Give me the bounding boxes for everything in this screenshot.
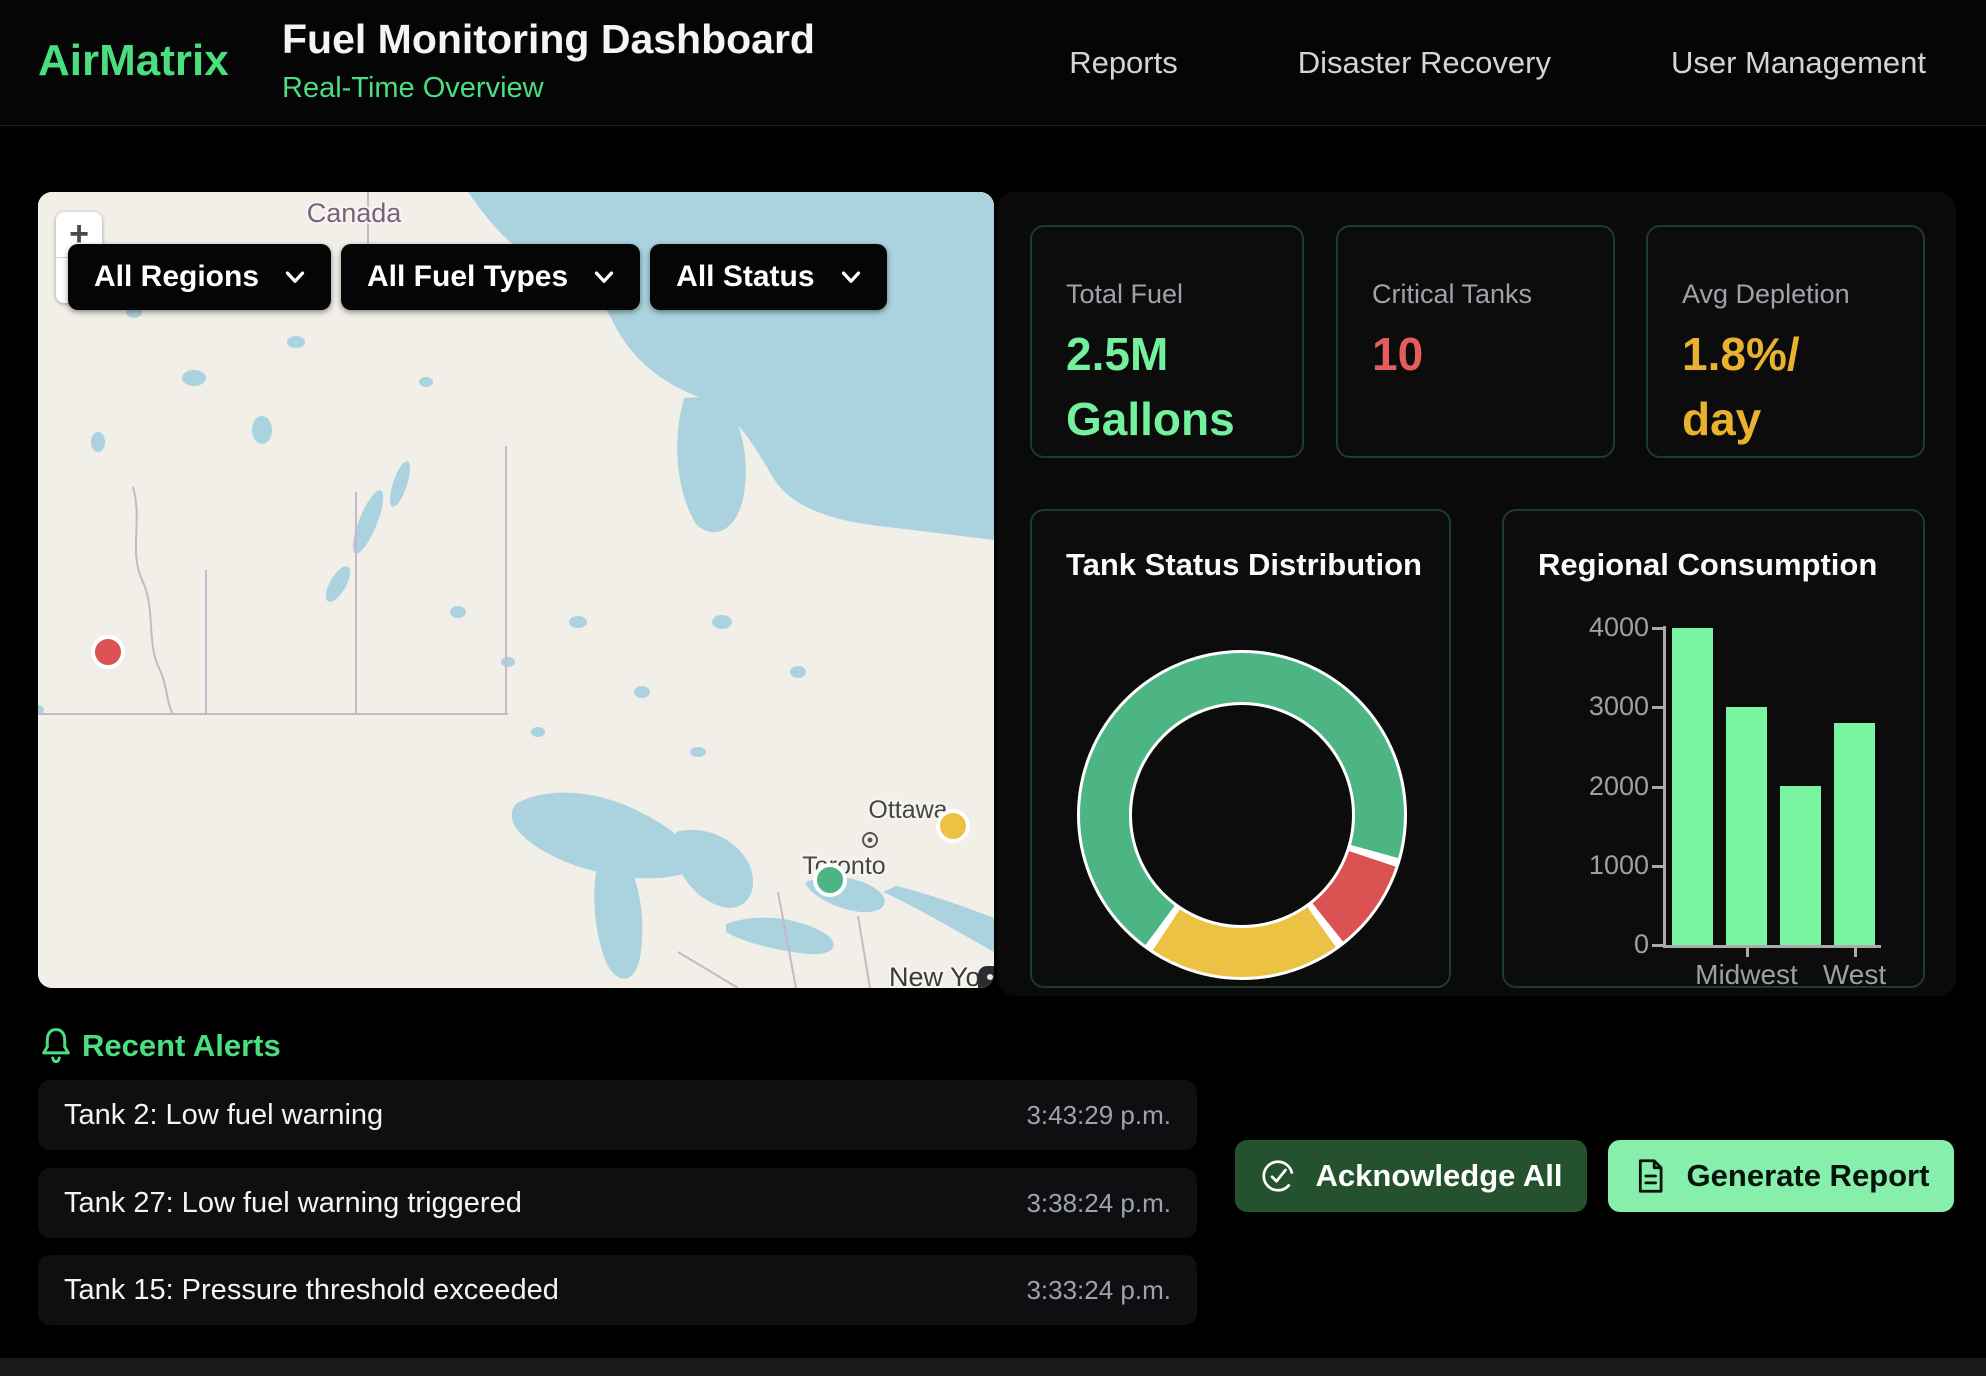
alert-text: Tank 15: Pressure threshold exceeded: [64, 1273, 559, 1306]
chevron-down-icon: [285, 271, 305, 283]
generate-report-label: Generate Report: [1686, 1158, 1930, 1193]
content-bottom-edge: [0, 1336, 1986, 1358]
bar-1: [1672, 628, 1713, 945]
marker-normal[interactable]: [813, 863, 847, 897]
chevron-down-icon: [841, 271, 860, 283]
acknowledge-all-button[interactable]: Acknowledge All: [1235, 1140, 1587, 1212]
nav-reports[interactable]: Reports: [1069, 44, 1178, 80]
marker-warning[interactable]: [936, 809, 970, 843]
ytick-4000: 4000: [1588, 612, 1649, 642]
stat-card-total-fuel: Total Fuel 2.5M Gallons: [1030, 225, 1304, 458]
map-label-ottawa: Ottawa: [868, 796, 947, 824]
bar-2: [1726, 707, 1767, 945]
regional-consumption-title: Regional Consumption: [1538, 547, 1878, 582]
nav-user-management[interactable]: User Management: [1670, 44, 1926, 80]
bar-3: [1780, 786, 1821, 945]
ytick-mark: [1652, 627, 1664, 630]
alert-text: Tank 2: Low fuel warning: [64, 1098, 384, 1131]
alert-time: 3:38:24 p.m.: [1026, 1187, 1171, 1218]
header-nav: Reports Disaster Recovery User Management: [1069, 0, 1926, 125]
ytick-mark: [1652, 706, 1664, 709]
ytick-1000: 1000: [1588, 850, 1649, 880]
stat-value: 2.5M Gallons: [1066, 328, 1235, 446]
zoom-in-button[interactable]: +: [69, 215, 89, 253]
stat-card-critical-tanks: Critical Tanks 10: [1336, 225, 1615, 458]
stat-label: Total Fuel: [1066, 279, 1184, 309]
page-subtitle: Real-Time Overview: [282, 72, 544, 104]
alert-row-3[interactable]: Tank 15: Pressure threshold exceeded 3:33…: [38, 1255, 1197, 1325]
alert-text: Tank 27: Low fuel warning triggered: [64, 1186, 522, 1219]
xtick-west: West: [1822, 959, 1887, 990]
alert-row-1[interactable]: Tank 2: Low fuel warning 3:43:29 p.m.: [38, 1080, 1197, 1150]
donut-hole: [1129, 702, 1355, 928]
bar-plot: [1665, 628, 1877, 945]
filter-all-regions[interactable]: All Regions: [68, 244, 332, 310]
xtick-mark: [1745, 948, 1749, 957]
bottom-strip: [0, 1358, 1986, 1376]
map-label-country: Canada: [307, 198, 403, 228]
document-icon: [1638, 1159, 1663, 1193]
drag-handle[interactable]: [978, 966, 994, 988]
ytick-mark: [1652, 865, 1664, 868]
map-label-newyork: New York: [889, 962, 994, 988]
chevron-down-icon: [595, 271, 614, 283]
filter-label: All Regions: [94, 260, 260, 293]
small-lakes: [38, 306, 806, 757]
stat-value: 1.8%/day: [1682, 328, 1800, 446]
page-title: Fuel Monitoring Dashboard: [282, 16, 815, 62]
ytick-mark: [1652, 944, 1664, 947]
tank-status-card: Tank Status Distribution: [1030, 509, 1451, 988]
filter-label: All Fuel Types: [367, 260, 569, 293]
stat-label: Critical Tanks: [1372, 279, 1533, 309]
ytick-2000: 2000: [1588, 771, 1649, 801]
tank-status-title: Tank Status Distribution: [1066, 547, 1422, 582]
y-axis-line: [1663, 626, 1666, 948]
regional-consumption-card: Regional Consumption 0 1000 2000 3000 4000 M…: [1502, 509, 1925, 990]
brand-logo[interactable]: AirMatrix: [38, 36, 229, 85]
nav-disaster-recovery[interactable]: Disaster Recovery: [1297, 44, 1551, 80]
xtick-mark: [1853, 948, 1857, 957]
bell-icon: [42, 1028, 70, 1064]
filter-all-status[interactable]: All Status: [650, 244, 887, 310]
stat-label: Avg Depletion: [1682, 279, 1850, 309]
alerts-heading: Recent Alerts: [82, 1028, 281, 1063]
town-icon: [862, 832, 878, 848]
marker-critical[interactable]: [91, 635, 125, 669]
map-filters: All Regions All Fuel Types All Status: [68, 244, 887, 310]
xtick-midwest: Midwest: [1695, 959, 1798, 990]
filter-all-fuel-types[interactable]: All Fuel Types: [341, 244, 641, 310]
ytick-0: 0: [1633, 929, 1649, 959]
map-canvas[interactable]: Canada Ottawa Toronto New York: [38, 192, 994, 988]
filter-label: All Status: [676, 260, 815, 293]
x-axis-line: [1663, 945, 1881, 948]
alert-row-2[interactable]: Tank 27: Low fuel warning triggered 3:38:…: [38, 1168, 1197, 1238]
james-bay-water: [677, 396, 746, 533]
bar-4: [1834, 723, 1875, 945]
boundary-lines: [38, 192, 871, 988]
ytick-mark: [1652, 786, 1664, 789]
alert-time: 3:43:29 p.m.: [1026, 1099, 1171, 1130]
stat-card-avg-depletion: Avg Depletion 1.8%/day: [1646, 225, 1925, 458]
acknowledge-all-label: Acknowledge All: [1315, 1158, 1563, 1193]
header: AirMatrix Fuel Monitoring Dashboard Real…: [0, 0, 1986, 126]
alert-time: 3:33:24 p.m.: [1026, 1274, 1171, 1305]
map[interactable]: Canada Ottawa Toronto New York + − All R…: [38, 192, 994, 988]
check-circle-icon: [1261, 1160, 1294, 1192]
stat-value: 10: [1372, 328, 1424, 380]
ytick-3000: 3000: [1588, 691, 1649, 721]
generate-report-button[interactable]: Generate Report: [1608, 1140, 1954, 1212]
great-lakes: [511, 792, 994, 979]
